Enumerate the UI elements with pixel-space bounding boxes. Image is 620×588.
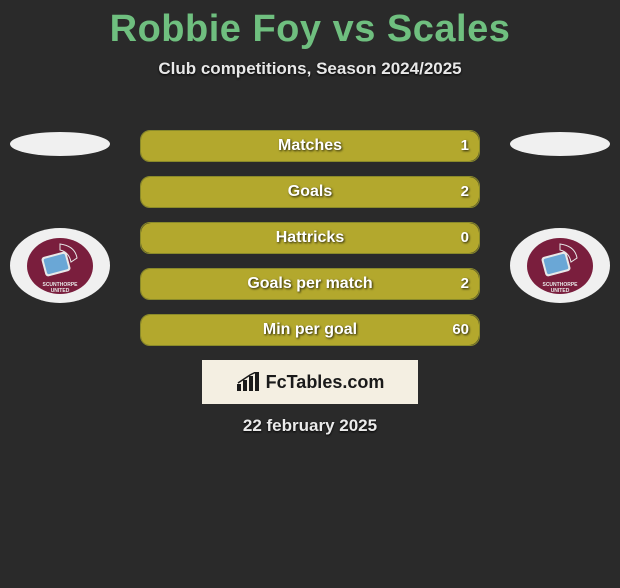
page-title: Robbie Foy vs Scales [0, 8, 620, 51]
left-ellipse-icon [10, 132, 110, 156]
svg-text:UNITED: UNITED [551, 288, 570, 294]
right-club-crest: SCUNTHORPE UNITED [510, 186, 610, 261]
stat-value-right: 0 [461, 223, 469, 253]
comparison-bars: Matches1Goals2Hattricks0Goals per match2… [140, 130, 480, 360]
stat-row: Hattricks0 [140, 222, 480, 254]
stat-row: Min per goal60 [140, 314, 480, 346]
stat-label: Matches [141, 131, 479, 161]
vs-text: vs [333, 8, 376, 50]
stat-row: Goals2 [140, 176, 480, 208]
stat-value-right: 2 [461, 269, 469, 299]
subtitle: Club competitions, Season 2024/2025 [0, 59, 620, 79]
player2-name: Scales [387, 8, 510, 50]
club-crest-icon: SCUNTHORPE UNITED [510, 228, 610, 303]
stat-label: Goals per match [141, 269, 479, 299]
stat-label: Goals [141, 177, 479, 207]
brand-box: FcTables.com [202, 360, 418, 404]
right-ellipse-icon [510, 132, 610, 156]
club-crest-icon: SCUNTHORPE UNITED [10, 228, 110, 303]
stat-row: Goals per match2 [140, 268, 480, 300]
player1-name: Robbie Foy [110, 8, 322, 50]
brand-text: FcTables.com [266, 372, 385, 393]
stat-value-right: 60 [452, 315, 469, 345]
stat-label: Hattricks [141, 223, 479, 253]
left-club-crest: SCUNTHORPE UNITED [10, 186, 110, 261]
stat-value-right: 2 [461, 177, 469, 207]
stat-row: Matches1 [140, 130, 480, 162]
stat-label: Min per goal [141, 315, 479, 345]
bars-chart-icon [236, 372, 260, 392]
date-text: 22 february 2025 [0, 416, 620, 436]
stat-value-right: 1 [461, 131, 469, 161]
svg-text:UNITED: UNITED [51, 288, 70, 294]
